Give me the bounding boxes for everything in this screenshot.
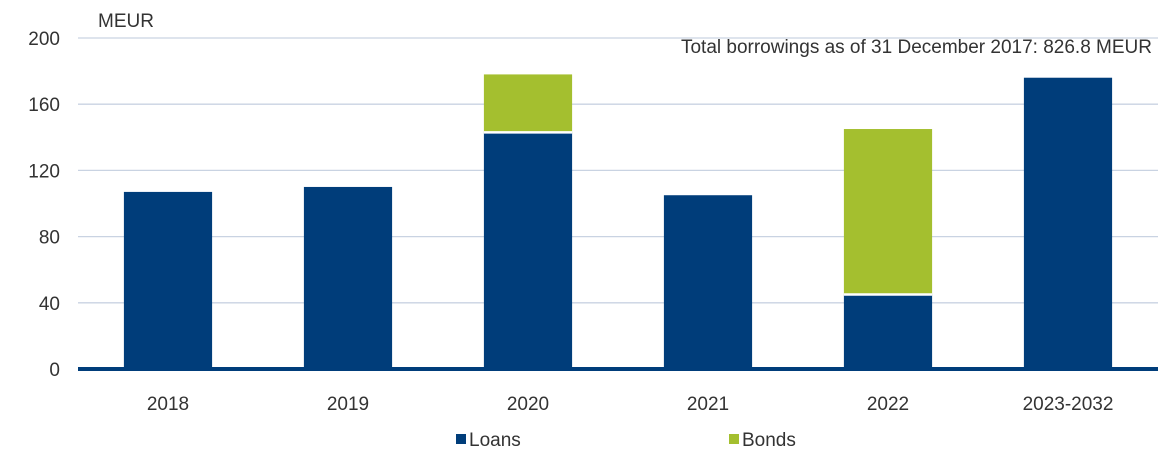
y-axis-unit-label: MEUR: [98, 11, 154, 32]
y-tick-label: 40: [39, 294, 60, 315]
bar-bonds-2020: [483, 74, 573, 133]
legend: Loans Bonds: [456, 430, 796, 451]
bars: [123, 74, 1113, 369]
bar-loans-2018: [123, 191, 213, 369]
x-tick-label: 2021: [687, 394, 729, 415]
bar-loans-2019: [303, 186, 393, 369]
y-axis-ticks: 0 40 80 120 160 200: [28, 29, 60, 381]
bar-loans-2020: [483, 132, 573, 369]
y-tick-label: 200: [28, 29, 60, 50]
gridlines: [78, 37, 1158, 304]
bar-loans-2023-2032: [1023, 77, 1113, 369]
total-borrowings-annotation: Total borrowings as of 31 December 2017:…: [681, 37, 1152, 58]
x-tick-label: 2018: [147, 394, 189, 415]
y-tick-label: 160: [28, 95, 60, 116]
legend-swatch-bonds: [729, 434, 739, 444]
legend-swatch-loans: [456, 434, 466, 444]
y-tick-label: 80: [39, 228, 60, 249]
legend-label-bonds: Bonds: [742, 430, 796, 451]
x-tick-label: 2019: [327, 394, 369, 415]
bar-bonds-2022: [843, 129, 933, 295]
bar-loans-2021: [663, 195, 753, 369]
y-tick-label: 0: [49, 360, 60, 381]
x-tick-label: 2022: [867, 394, 909, 415]
bar-loans-2022: [843, 294, 933, 369]
x-tick-label: 2020: [507, 394, 549, 415]
x-tick-label: 2023-2032: [1023, 394, 1114, 415]
x-axis-ticks: 2018 2019 2020 2021 2022 2023-2032: [147, 394, 1114, 415]
legend-label-loans: Loans: [469, 430, 521, 451]
y-tick-label: 120: [28, 161, 60, 182]
